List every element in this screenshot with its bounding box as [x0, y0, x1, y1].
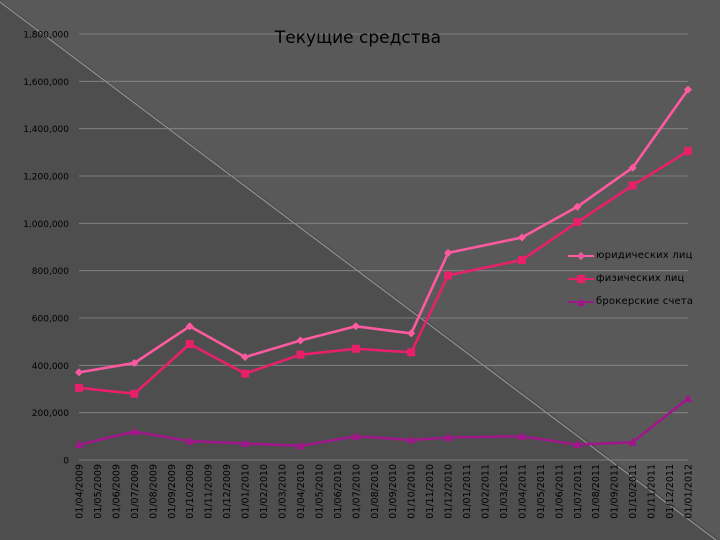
data-point	[75, 368, 83, 377]
x-tick-label: 01/01/2011	[462, 464, 473, 519]
data-point	[628, 181, 637, 190]
data-point	[295, 441, 305, 450]
data-point	[517, 233, 526, 242]
x-tick-label: 01/10/2010	[407, 464, 418, 519]
legend-item-legal: юридических лиц	[568, 244, 718, 267]
legend-marker-brokerage	[568, 297, 594, 306]
y-tick-label: 1,200,000	[23, 173, 69, 183]
x-tick-label: 01/10/2009	[185, 464, 196, 519]
x-tick-label: 01/01/2012	[684, 464, 695, 519]
y-tick-label: 200,000	[32, 409, 69, 419]
data-point	[241, 369, 250, 378]
legend-label-brokerage: брокерские счета	[596, 296, 694, 307]
x-tick-label: 01/02/2011	[481, 464, 492, 519]
data-point	[185, 436, 195, 445]
x-tick-label: 01/07/2011	[573, 464, 584, 519]
data-point	[407, 348, 416, 357]
y-tick-label: 1,000,000	[23, 220, 69, 230]
chart-title: Текущие средства	[274, 28, 442, 48]
data-point	[573, 218, 582, 227]
legend-marker-legal	[568, 251, 594, 260]
data-point	[444, 248, 453, 257]
data-point	[628, 163, 637, 172]
y-tick-label: 400,000	[32, 362, 69, 372]
data-point	[241, 353, 250, 362]
data-point	[683, 393, 693, 402]
x-tick-label: 01/07/2010	[351, 464, 362, 519]
data-point	[296, 336, 305, 345]
data-point	[130, 358, 139, 367]
x-tick-label: 01/05/2011	[536, 464, 547, 519]
x-tick-label: 01/11/2010	[425, 464, 436, 519]
x-tick-label: 01/01/2010	[241, 464, 252, 519]
data-point	[185, 322, 194, 331]
y-tick-label: 600,000	[32, 315, 69, 325]
data-point	[129, 427, 139, 436]
x-tick-label: 01/12/2010	[444, 464, 455, 519]
data-point	[573, 202, 582, 211]
data-point	[351, 322, 360, 331]
data-point	[572, 440, 582, 449]
x-tick-label: 01/03/2011	[499, 464, 510, 519]
data-point	[517, 431, 527, 440]
x-tick-label: 01/11/2011	[647, 464, 658, 519]
data-point	[296, 350, 305, 359]
x-tick-label: 01/08/2009	[148, 464, 159, 519]
series-line-2	[78, 397, 689, 448]
data-point	[130, 389, 139, 398]
x-tick-label: 01/12/2009	[222, 464, 233, 519]
x-tick-label: 01/02/2010	[259, 464, 270, 519]
data-point	[628, 437, 638, 446]
y-tick-label: 1,800,000	[23, 31, 69, 41]
x-tick-label: 01/05/2010	[314, 464, 325, 519]
x-tick-label: 01/08/2010	[370, 464, 381, 519]
chart-legend: юридических лиц физических лиц брокерски…	[568, 244, 718, 313]
x-tick-label: 01/06/2011	[554, 464, 565, 519]
x-tick-label: 01/09/2009	[167, 464, 178, 519]
y-tick-label: 0	[63, 457, 69, 467]
x-tick-label: 01/10/2011	[628, 464, 639, 519]
legend-marker-individual	[568, 274, 594, 283]
series-line-1	[78, 150, 689, 396]
data-point	[443, 433, 453, 442]
data-point	[240, 438, 250, 447]
x-tick-label: 01/05/2009	[93, 464, 104, 519]
data-point	[185, 340, 194, 349]
data-point	[406, 435, 416, 444]
x-tick-label: 01/12/2011	[665, 464, 676, 519]
data-point	[684, 85, 692, 94]
x-tick-label: 01/09/2011	[610, 464, 621, 519]
data-point	[74, 440, 84, 449]
y-tick-label: 1,400,000	[23, 125, 69, 135]
x-tick-label: 01/11/2009	[204, 464, 215, 519]
x-tick-label: 01/04/2010	[296, 464, 307, 519]
y-tick-label: 1,600,000	[23, 78, 69, 88]
data-point	[351, 344, 360, 353]
x-tick-label: 01/07/2009	[130, 464, 141, 519]
legend-label-individual: физических лиц	[596, 273, 685, 284]
data-point	[407, 329, 416, 338]
legend-item-individual: физических лиц	[568, 267, 718, 290]
x-tick-label: 01/06/2009	[111, 464, 122, 519]
x-tick-label: 01/06/2010	[333, 464, 344, 519]
data-point	[684, 147, 692, 156]
legend-label-legal: юридических лиц	[596, 250, 693, 261]
data-point	[517, 256, 526, 265]
x-tick-label: 01/04/2009	[75, 464, 86, 519]
x-tick-label: 01/04/2011	[517, 464, 528, 519]
legend-item-brokerage: брокерские счета	[568, 290, 718, 313]
data-point	[75, 383, 83, 392]
x-tick-label: 01/03/2010	[278, 464, 289, 519]
x-tick-label: 01/09/2010	[388, 464, 399, 519]
x-tick-label: 01/08/2011	[591, 464, 602, 519]
series-line-0	[78, 88, 690, 374]
data-point	[444, 271, 453, 280]
y-tick-label: 800,000	[32, 267, 69, 277]
data-point	[351, 431, 361, 440]
